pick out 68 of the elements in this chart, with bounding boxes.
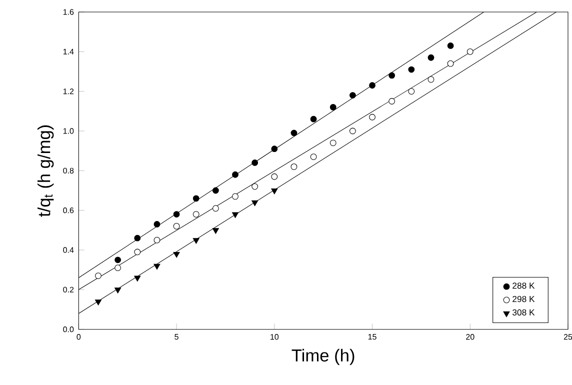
legend-label: 308 K — [512, 309, 535, 316]
point — [428, 54, 434, 61]
point — [369, 82, 376, 88]
point — [447, 60, 454, 67]
point — [114, 288, 122, 294]
point — [232, 193, 238, 200]
y-tick-label: 0.0 — [63, 326, 74, 332]
y-tick-label: 0.6 — [63, 207, 74, 214]
point — [173, 252, 180, 258]
x-tick-label: 15 — [368, 334, 376, 340]
point — [271, 173, 278, 180]
point — [330, 140, 336, 146]
legend-label: 298 K — [512, 296, 535, 302]
point — [408, 88, 415, 94]
x-tick-label: 25 — [564, 334, 572, 340]
y-tick-label: 1.6 — [63, 9, 74, 15]
point — [349, 92, 356, 98]
point — [290, 130, 298, 136]
point — [154, 236, 160, 244]
point — [330, 104, 336, 110]
point — [349, 128, 356, 134]
y-tick-label: 1.2 — [63, 88, 74, 94]
point — [388, 72, 396, 79]
point — [134, 248, 141, 256]
point — [271, 188, 278, 194]
point — [252, 183, 258, 190]
point — [114, 256, 122, 263]
x-tick-label: 0 — [76, 334, 81, 340]
y-tick-label: 0.8 — [63, 168, 74, 174]
point — [369, 114, 376, 120]
point — [232, 171, 238, 178]
point — [252, 200, 258, 206]
point — [252, 159, 258, 166]
point — [95, 272, 102, 279]
x-tick-label: 20 — [466, 334, 474, 340]
point — [173, 210, 180, 218]
point — [466, 48, 474, 55]
point — [94, 299, 102, 306]
point — [154, 220, 160, 228]
point — [192, 238, 200, 244]
point — [134, 276, 141, 282]
y-tick-label: 0.4 — [63, 247, 74, 253]
point — [310, 116, 317, 122]
point — [212, 228, 219, 234]
point — [114, 264, 122, 271]
legend-label: 288 K — [512, 282, 535, 289]
x-tick-label: 10 — [270, 334, 279, 340]
point — [447, 42, 454, 49]
point — [232, 212, 239, 218]
point — [134, 234, 141, 242]
point — [428, 76, 434, 82]
point — [212, 187, 219, 194]
y-tick-label: 1.4 — [63, 48, 74, 54]
point — [271, 145, 278, 152]
y-tick-label: 0.2 — [63, 286, 74, 292]
point — [192, 210, 200, 218]
point — [310, 153, 317, 160]
point — [173, 222, 180, 230]
point — [388, 98, 396, 104]
point — [154, 264, 160, 270]
y-axis-title: t/q$_{t}$ (h g/mg) — [38, 125, 54, 217]
y-tick-label: 1.0 — [63, 128, 74, 134]
x-tick-label: 5 — [174, 334, 178, 340]
x-axis-title: Time (h) — [292, 348, 354, 365]
point — [408, 66, 415, 73]
point — [192, 195, 200, 202]
point — [290, 163, 298, 170]
point — [212, 204, 219, 212]
